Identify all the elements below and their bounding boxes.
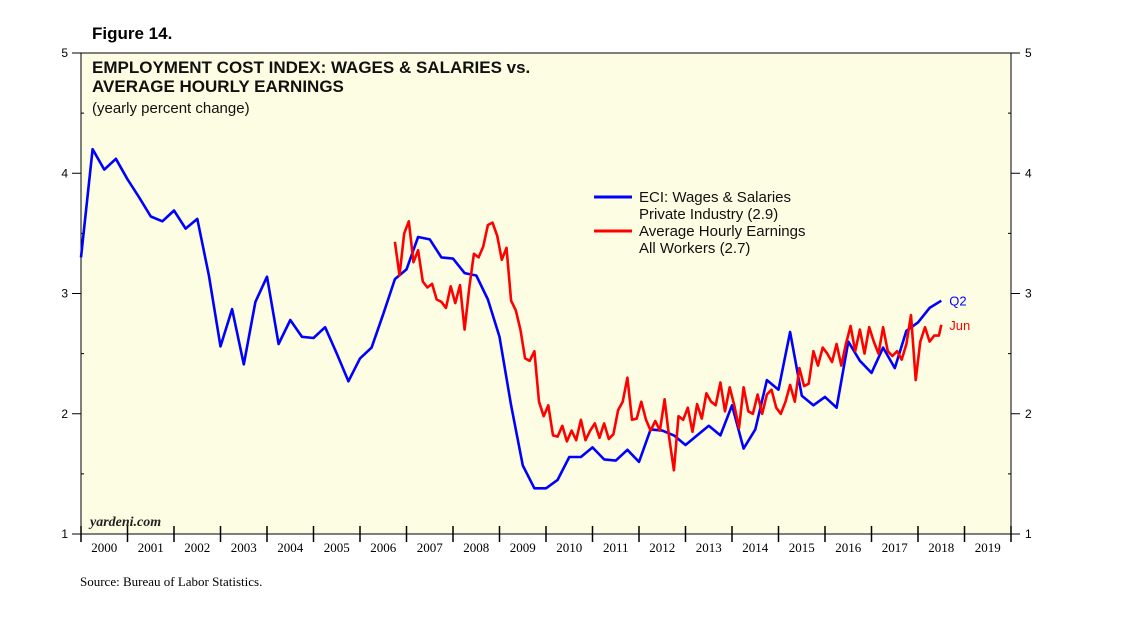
legend-eci-line2: Private Industry (2.9) (639, 206, 778, 223)
x-tick-label: 2000 (91, 540, 117, 555)
axis-labels: 1 1 2 2 3 3 4 4 5 5 2000 2001 2002 2003 2004 2005 2006 20… (61, 46, 1032, 555)
y-tick-label-left: 2 (61, 407, 68, 421)
legend-ahe-line2: All Workers (2.7) (639, 240, 750, 257)
x-tick-label: 2013 (696, 540, 722, 555)
x-tick-label: 2012 (649, 540, 675, 555)
x-tick-label: 2001 (138, 540, 164, 555)
x-tick-label: 2010 (556, 540, 582, 555)
legend-eci-line1: ECI: Wages & Salaries (639, 189, 791, 206)
chart-title-line2: AVERAGE HOURLY EARNINGS (92, 77, 344, 96)
axis-ticks (72, 52, 1020, 542)
y-tick-label-left: 1 (61, 527, 68, 541)
y-tick-label-left: 3 (61, 287, 68, 301)
y-tick-label-right: 5 (1025, 46, 1032, 60)
x-tick-label: 2019 (975, 540, 1001, 555)
x-tick-label: 2018 (928, 540, 954, 555)
x-tick-label: 2006 (370, 540, 397, 555)
x-tick-label: 2004 (277, 540, 304, 555)
x-tick-label: 2016 (835, 540, 862, 555)
chart-subtitle: (yearly percent change) (92, 100, 250, 117)
x-tick-label: 2011 (603, 540, 629, 555)
x-tick-label: 2002 (184, 540, 210, 555)
y-tick-label-right: 3 (1025, 287, 1032, 301)
series-end-label-ahe: Jun (949, 318, 970, 333)
series-end-label-eci: Q2 (949, 294, 966, 309)
y-tick-label-left: 4 (61, 166, 68, 180)
x-tick-label: 2017 (882, 540, 909, 555)
legend: ECI: Wages & Salaries Private Industry (… (594, 189, 805, 257)
series-line-ahe (393, 220, 943, 472)
source-note: Source: Bureau of Labor Statistics. (80, 574, 263, 589)
x-tick-label: 2014 (742, 540, 769, 555)
y-tick-label-left: 5 (61, 46, 68, 60)
figure-label: Figure 14. (92, 24, 173, 43)
legend-ahe-line1: Average Hourly Earnings (639, 223, 805, 240)
x-tick-label: 2009 (510, 540, 536, 555)
x-tick-label: 2003 (231, 540, 257, 555)
chart-title-line1: EMPLOYMENT COST INDEX: WAGES & SALARIES … (92, 58, 530, 77)
watermark: yardeni.com (88, 515, 161, 530)
y-tick-label-right: 2 (1025, 407, 1032, 421)
x-tick-label: 2005 (324, 540, 350, 555)
x-tick-label: 2007 (417, 540, 444, 555)
series-lines (79, 147, 943, 490)
x-tick-label: 2015 (789, 540, 815, 555)
y-tick-label-right: 4 (1025, 166, 1032, 180)
x-tick-label: 2008 (463, 540, 489, 555)
y-tick-label-right: 1 (1025, 527, 1032, 541)
plot-area (80, 52, 1012, 535)
